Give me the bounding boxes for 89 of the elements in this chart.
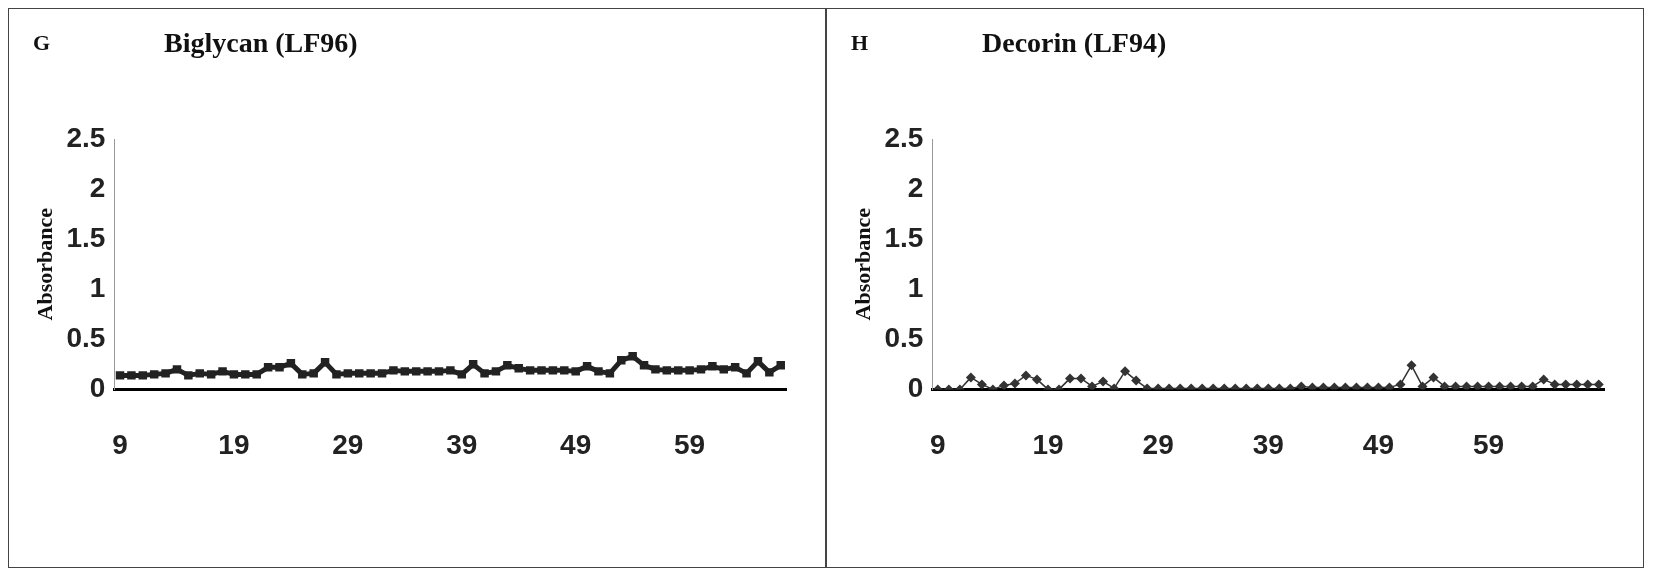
x-tick-label: 9 [112, 428, 128, 460]
point [673, 366, 683, 375]
point [332, 370, 341, 379]
text: G [33, 29, 51, 55]
point [605, 369, 615, 378]
point [685, 366, 694, 375]
point [115, 371, 125, 380]
point [708, 362, 717, 371]
point [218, 367, 227, 376]
point [594, 367, 603, 376]
y-tick-label: 1.5 [66, 221, 106, 253]
x-tick-label: 59 [1473, 428, 1505, 460]
y-tick-label: 0.5 [884, 322, 924, 354]
point [309, 369, 318, 378]
point [161, 369, 170, 378]
point [548, 366, 558, 375]
point [742, 369, 751, 378]
y-tick-label: 2.5 [884, 121, 924, 153]
point [286, 359, 296, 368]
point [184, 371, 193, 380]
y-tick-label: 1 [89, 271, 106, 303]
point [423, 367, 432, 376]
point [343, 369, 353, 378]
point [537, 366, 546, 375]
point [468, 360, 478, 369]
point [263, 363, 273, 372]
point [765, 368, 774, 377]
point [377, 369, 387, 378]
point [696, 365, 706, 374]
point [275, 363, 284, 372]
y-axis-title: Absorbance [31, 207, 57, 321]
point [571, 367, 580, 376]
point [525, 366, 535, 375]
x-tick-label: 49 [1362, 428, 1395, 460]
y-tick-label: 0 [89, 372, 106, 404]
x-tick-label: 49 [560, 428, 592, 460]
point [514, 364, 523, 373]
point [719, 365, 729, 374]
point [617, 356, 626, 365]
chart-title: Decorin (LF94) [982, 27, 1167, 59]
point [730, 363, 740, 372]
x-tick-label: 19 [218, 428, 250, 460]
point [366, 369, 375, 378]
point [457, 370, 467, 379]
point [434, 367, 444, 376]
point [127, 371, 136, 380]
y-tick-label: 2.5 [66, 121, 106, 153]
x-tick-label: 59 [674, 428, 706, 460]
y-tick-label: 0 [907, 372, 924, 404]
point [651, 365, 660, 374]
point [149, 370, 159, 379]
point [628, 352, 637, 361]
x-tick-label: 19 [1032, 428, 1064, 460]
point [206, 370, 216, 379]
x-tick-label: 29 [332, 428, 364, 460]
x-tick-label: 29 [1142, 428, 1174, 460]
y-tick-label: 0.5 [66, 322, 106, 354]
point [400, 367, 410, 376]
point [491, 367, 501, 376]
point [503, 361, 512, 370]
point [195, 369, 205, 378]
text: H [851, 29, 869, 55]
point [298, 370, 307, 379]
y-axis-title: Absorbance [849, 207, 875, 321]
point [389, 366, 398, 375]
x-tick-label: 9 [930, 428, 946, 460]
point [662, 366, 672, 375]
point [446, 366, 455, 375]
point [560, 366, 569, 375]
point [241, 370, 250, 379]
point [776, 361, 785, 370]
y-tick-label: 1 [907, 271, 924, 303]
point [582, 362, 592, 371]
y-tick-label: 2 [907, 171, 924, 203]
chart-title: Biglycan (LF96) [164, 27, 358, 59]
point [320, 358, 330, 367]
point [229, 370, 239, 379]
point [411, 367, 421, 376]
y-tick-label: 1.5 [884, 221, 924, 253]
point [639, 361, 649, 370]
point [138, 371, 148, 380]
point [355, 369, 364, 378]
x-tick-label: 39 [446, 428, 478, 460]
point [480, 369, 489, 378]
y-tick-label: 2 [89, 171, 106, 203]
x-tick-label: 39 [1252, 428, 1284, 460]
point [172, 365, 182, 374]
point [753, 357, 763, 366]
point [252, 370, 261, 379]
